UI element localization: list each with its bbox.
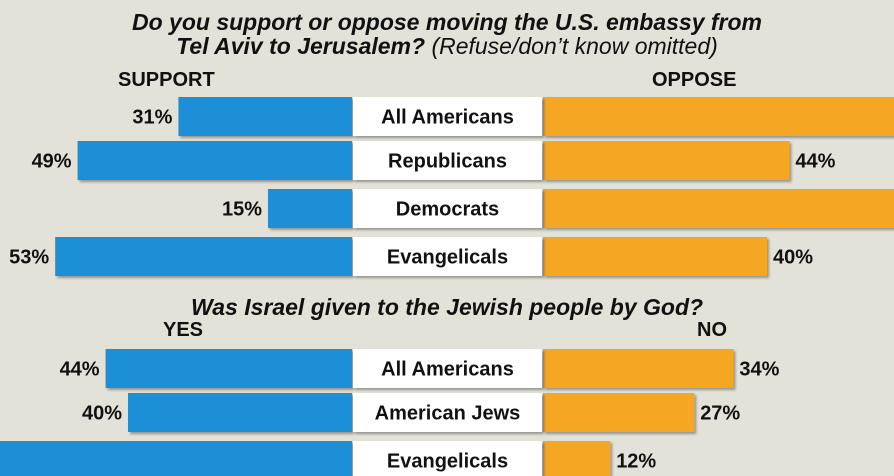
chart1-title-line2: Tel Aviv to Jerusalem? (Refuse/don’t kno… — [0, 34, 894, 58]
data-label-support: 15% — [222, 199, 262, 221]
data-label-oppose: 44% — [795, 151, 835, 173]
category-label: Republicans — [388, 151, 507, 173]
category-label: American Jews — [375, 403, 521, 425]
category-label: All Americans — [381, 359, 514, 381]
data-label-support: 53% — [9, 247, 49, 269]
data-label-no: 34% — [739, 359, 779, 381]
bar-oppose — [543, 141, 790, 180]
data-label-no: 12% — [616, 451, 656, 473]
category-label: Democrats — [396, 199, 499, 221]
category-box — [353, 393, 542, 432]
bar-no — [543, 441, 611, 476]
category-label: Evangelicals — [387, 451, 508, 473]
chart1-title: Do you support or oppose moving the U.S.… — [0, 10, 894, 58]
category-box — [353, 189, 542, 228]
bar-no — [543, 349, 734, 388]
data-label-support: 31% — [132, 107, 172, 129]
oppose-label: OPPOSE — [652, 69, 737, 91]
category-box — [353, 349, 542, 388]
category-box — [353, 441, 542, 476]
chart1-title-question: Tel Aviv to Jerusalem? — [176, 33, 426, 59]
bar-support — [178, 97, 352, 136]
category-box — [353, 141, 542, 180]
category-box — [353, 237, 542, 276]
data-label-no: 27% — [700, 403, 740, 425]
data-label-support: 49% — [32, 151, 72, 173]
category-label: All Americans — [381, 107, 514, 129]
bar-support — [268, 189, 352, 228]
bar-oppose — [543, 237, 767, 276]
bar-support — [77, 141, 352, 180]
bar-oppose — [543, 189, 894, 228]
bar-yes — [128, 393, 352, 432]
bar-yes — [0, 441, 353, 476]
data-label-oppose: 40% — [773, 247, 813, 269]
chart1-title-line1: Do you support or oppose moving the U.S.… — [131, 9, 763, 35]
bar-no — [543, 393, 695, 432]
bar-support — [55, 237, 352, 276]
no-label: NO — [697, 319, 727, 341]
data-label-yes: 44% — [60, 359, 100, 381]
data-label-yes: 40% — [82, 403, 122, 425]
chart2-title: Was Israel given to the Jewish people by… — [190, 294, 704, 320]
chart1-title-note: (Refuse/don’t know omitted) — [431, 33, 718, 59]
support-label: SUPPORT — [118, 69, 215, 91]
bar-oppose — [543, 97, 894, 136]
bar-yes — [105, 349, 352, 388]
category-label: Evangelicals — [387, 247, 508, 269]
category-box — [353, 97, 542, 136]
yes-label: YES — [163, 319, 204, 341]
